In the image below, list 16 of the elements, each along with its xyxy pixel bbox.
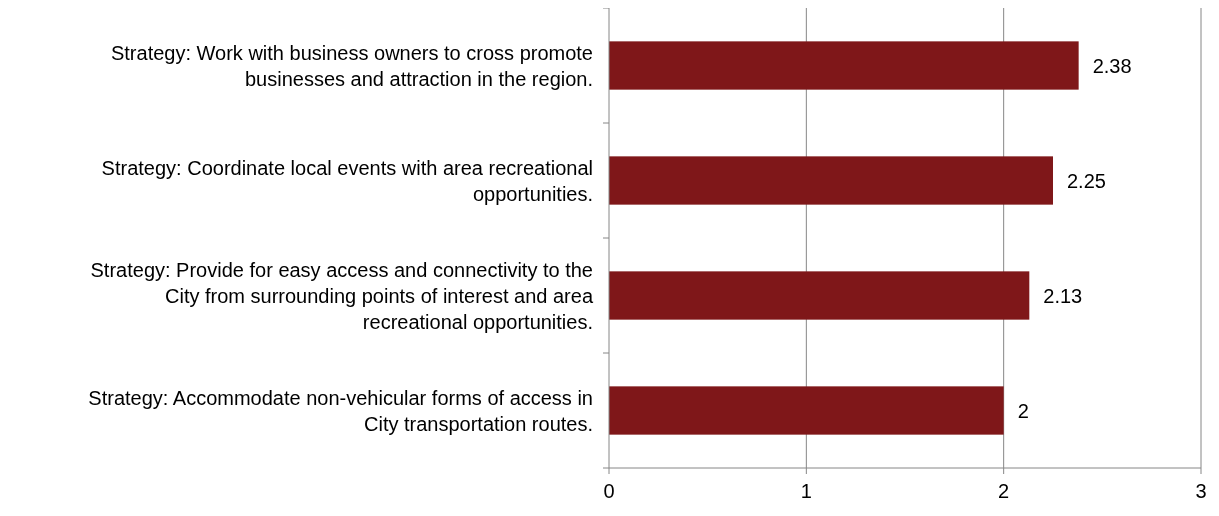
data-label: 2.25 [1067, 169, 1106, 192]
y-tick-label: Strategy: Accommodate non-vehicular forms of access in City transportation routes. [88, 386, 593, 435]
y-tick-label: Strategy: Work with business owners to cross promote businesses and attraction in the region. [110, 41, 593, 90]
data-label: 2.13 [1043, 284, 1083, 307]
bar [609, 271, 1030, 320]
data-label: 2 [1017, 399, 1029, 422]
bar [609, 41, 1079, 90]
y-tick-label: Strategy: Coordinate local events with area recreational opportunities. [101, 156, 593, 205]
bar [609, 156, 1053, 205]
x-tick-label: 2 [998, 480, 1010, 502]
bar [609, 386, 1004, 435]
x-tick-label: 0 [603, 480, 615, 502]
x-tick-label: 3 [1195, 480, 1207, 502]
x-tick-label: 1 [800, 480, 812, 502]
y-tick-label: Strategy: Provide for easy access and connectivity to the City from surrounding points of interest and area recreational opportunities. [90, 258, 594, 333]
data-label: 2.38 [1092, 54, 1132, 77]
